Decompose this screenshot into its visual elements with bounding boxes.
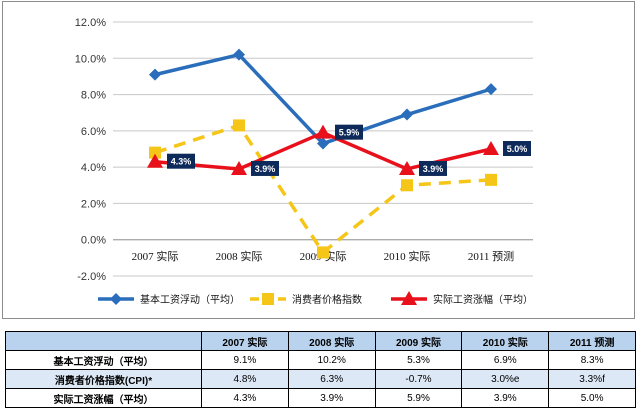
x-tick-label: 2007 实际 bbox=[132, 249, 179, 263]
y-tick-label: 8.0% bbox=[81, 90, 106, 102]
data-point bbox=[485, 173, 497, 186]
data-label: 3.9% bbox=[423, 164, 444, 174]
y-tick-label: 2.0% bbox=[81, 198, 106, 210]
table-row-label: 实际工资涨幅（平均） bbox=[5, 388, 202, 408]
table-cell: 6.3% bbox=[287, 369, 376, 389]
legend-label: 基本工资浮动（平均） bbox=[140, 293, 240, 306]
data-label: 5.9% bbox=[339, 128, 360, 138]
table-cell: 5.9% bbox=[374, 388, 463, 408]
legend-label: 实际工资涨幅（平均） bbox=[433, 293, 533, 306]
table-cell: 5.0% bbox=[548, 388, 636, 408]
data-label-box bbox=[419, 160, 447, 176]
y-tick-label: 6.0% bbox=[81, 126, 106, 138]
table-cell: 4.8% bbox=[201, 369, 289, 389]
data-label: 5.0% bbox=[507, 144, 528, 154]
data-point bbox=[147, 153, 163, 168]
y-tick-label: -2.0% bbox=[77, 271, 106, 283]
table-header-row: 2007 实际 2008 实际 2009 实际 2010 实际 2011 预测 bbox=[5, 331, 636, 351]
table-row: 消费者价格指数(CPI)* 4.8% 6.3% -0.7% 3.0%e 3.3%… bbox=[5, 369, 636, 389]
line-chart: -2.0% 0.0% 2.0% 4.0% 6.0% 8.0% 10.0% 12.0% 2007 … bbox=[75, 17, 533, 306]
y-tick-label: 12.0% bbox=[75, 17, 106, 29]
table-cell: 8.3% bbox=[548, 350, 636, 370]
data-point bbox=[317, 246, 329, 259]
table-cell: 3.9% bbox=[461, 388, 550, 408]
data-point bbox=[231, 160, 247, 175]
data-point bbox=[315, 124, 331, 139]
data-point bbox=[401, 291, 417, 305]
table-header-cell: 2007 实际 bbox=[201, 331, 289, 351]
table-row-label: 基本工资浮动（平均） bbox=[5, 350, 202, 370]
data-point bbox=[110, 293, 122, 305]
data-label-box bbox=[503, 141, 531, 156]
table-cell: 5.3% bbox=[374, 350, 463, 370]
table-row-label: 消费者价格指数(CPI)* bbox=[5, 369, 202, 389]
data-label-box bbox=[167, 153, 195, 169]
x-tick-label: 2011 预测 bbox=[468, 250, 514, 263]
table-cell: 4.3% bbox=[201, 388, 289, 408]
y-tick-label: 10.0% bbox=[75, 53, 106, 65]
data-label-box bbox=[335, 124, 363, 140]
x-tick-label: 2010 实际 bbox=[384, 249, 431, 263]
data-point bbox=[401, 179, 413, 192]
data-point bbox=[149, 146, 161, 159]
table-header-cell: 2009 实际 bbox=[374, 331, 463, 351]
table-header-cell: 2008 实际 bbox=[287, 331, 376, 351]
table-cell: 3.9% bbox=[287, 388, 376, 408]
data-label: 4.3% bbox=[171, 157, 192, 167]
data-label-box bbox=[251, 160, 279, 176]
y-tick-label: 4.0% bbox=[81, 162, 106, 174]
data-point bbox=[233, 48, 245, 61]
data-point bbox=[233, 119, 245, 132]
table-cell: 10.2% bbox=[287, 350, 376, 370]
table-cell: 9.1% bbox=[201, 350, 289, 370]
legend-label: 消费者价格指数 bbox=[292, 293, 362, 306]
table-row: 实际工资涨幅（平均） 4.3% 3.9% 5.9% 3.9% 5.0% bbox=[5, 388, 636, 408]
data-point bbox=[401, 108, 413, 121]
data-point bbox=[485, 83, 497, 96]
table-row: 基本工资浮动（平均） 9.1% 10.2% 5.3% 6.9% 8.3% bbox=[5, 350, 636, 370]
data-point bbox=[262, 293, 274, 305]
table-cell: 3.0%e bbox=[461, 369, 550, 389]
y-tick-label: 0.0% bbox=[81, 235, 106, 247]
table-corner-cell bbox=[5, 331, 202, 351]
data-point bbox=[399, 160, 415, 175]
table-cell: 6.9% bbox=[461, 350, 550, 370]
chart-frame: -2.0% 0.0% 2.0% 4.0% 6.0% 8.0% 10.0% 12.0% 2007 … bbox=[2, 1, 635, 319]
table-cell: 3.3%f bbox=[548, 369, 636, 389]
data-point bbox=[317, 137, 329, 150]
table-header-cell: 2010 实际 bbox=[461, 331, 550, 351]
table-header-cell: 2011 预测 bbox=[548, 331, 636, 351]
data-point bbox=[483, 141, 499, 155]
data-label: 3.9% bbox=[255, 164, 276, 174]
data-table: 2007 实际 2008 实际 2009 实际 2010 实际 2011 预测 … bbox=[5, 331, 636, 408]
data-point bbox=[149, 68, 161, 81]
x-tick-label: 2008 实际 bbox=[216, 249, 263, 263]
table-cell: -0.7% bbox=[374, 369, 463, 389]
